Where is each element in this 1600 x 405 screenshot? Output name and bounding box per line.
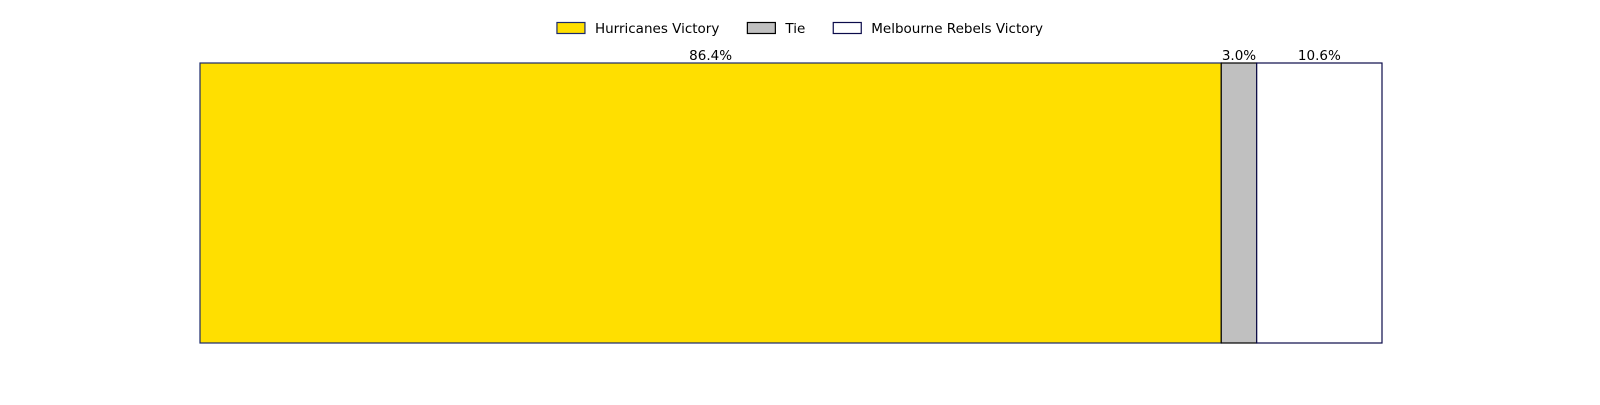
bar-hurricanes-victory bbox=[199, 62, 1222, 344]
legend-label-melbourne-rebels-victory: Melbourne Rebels Victory bbox=[871, 21, 1043, 37]
legend-swatch-melbourne-rebels-victory bbox=[832, 21, 862, 35]
data-label-hurricanes-victory: 86.4% bbox=[689, 48, 732, 64]
data-labels: 86.4% 3.0% 10.6% bbox=[689, 48, 1341, 64]
data-label-tie: 3.0% bbox=[1222, 48, 1256, 64]
legend-item-tie: Tie bbox=[746, 21, 805, 37]
data-label-melbourne-rebels-victory: 10.6% bbox=[1298, 48, 1341, 64]
legend-item-melbourne-rebels-victory: Melbourne Rebels Victory bbox=[832, 21, 1043, 37]
bar-melbourne-rebels-victory bbox=[1256, 62, 1383, 344]
bars bbox=[199, 62, 1383, 344]
bar-tie bbox=[1220, 62, 1258, 344]
legend: Hurricanes Victory Tie Melbourne Rebels Vi… bbox=[556, 21, 1043, 37]
legend-label-hurricanes-victory: Hurricanes Victory bbox=[595, 21, 719, 37]
legend-swatch-hurricanes-victory bbox=[556, 21, 586, 35]
legend-label-tie: Tie bbox=[784, 21, 805, 37]
legend-swatch-tie bbox=[746, 21, 776, 35]
legend-item-hurricanes-victory: Hurricanes Victory bbox=[556, 21, 719, 37]
